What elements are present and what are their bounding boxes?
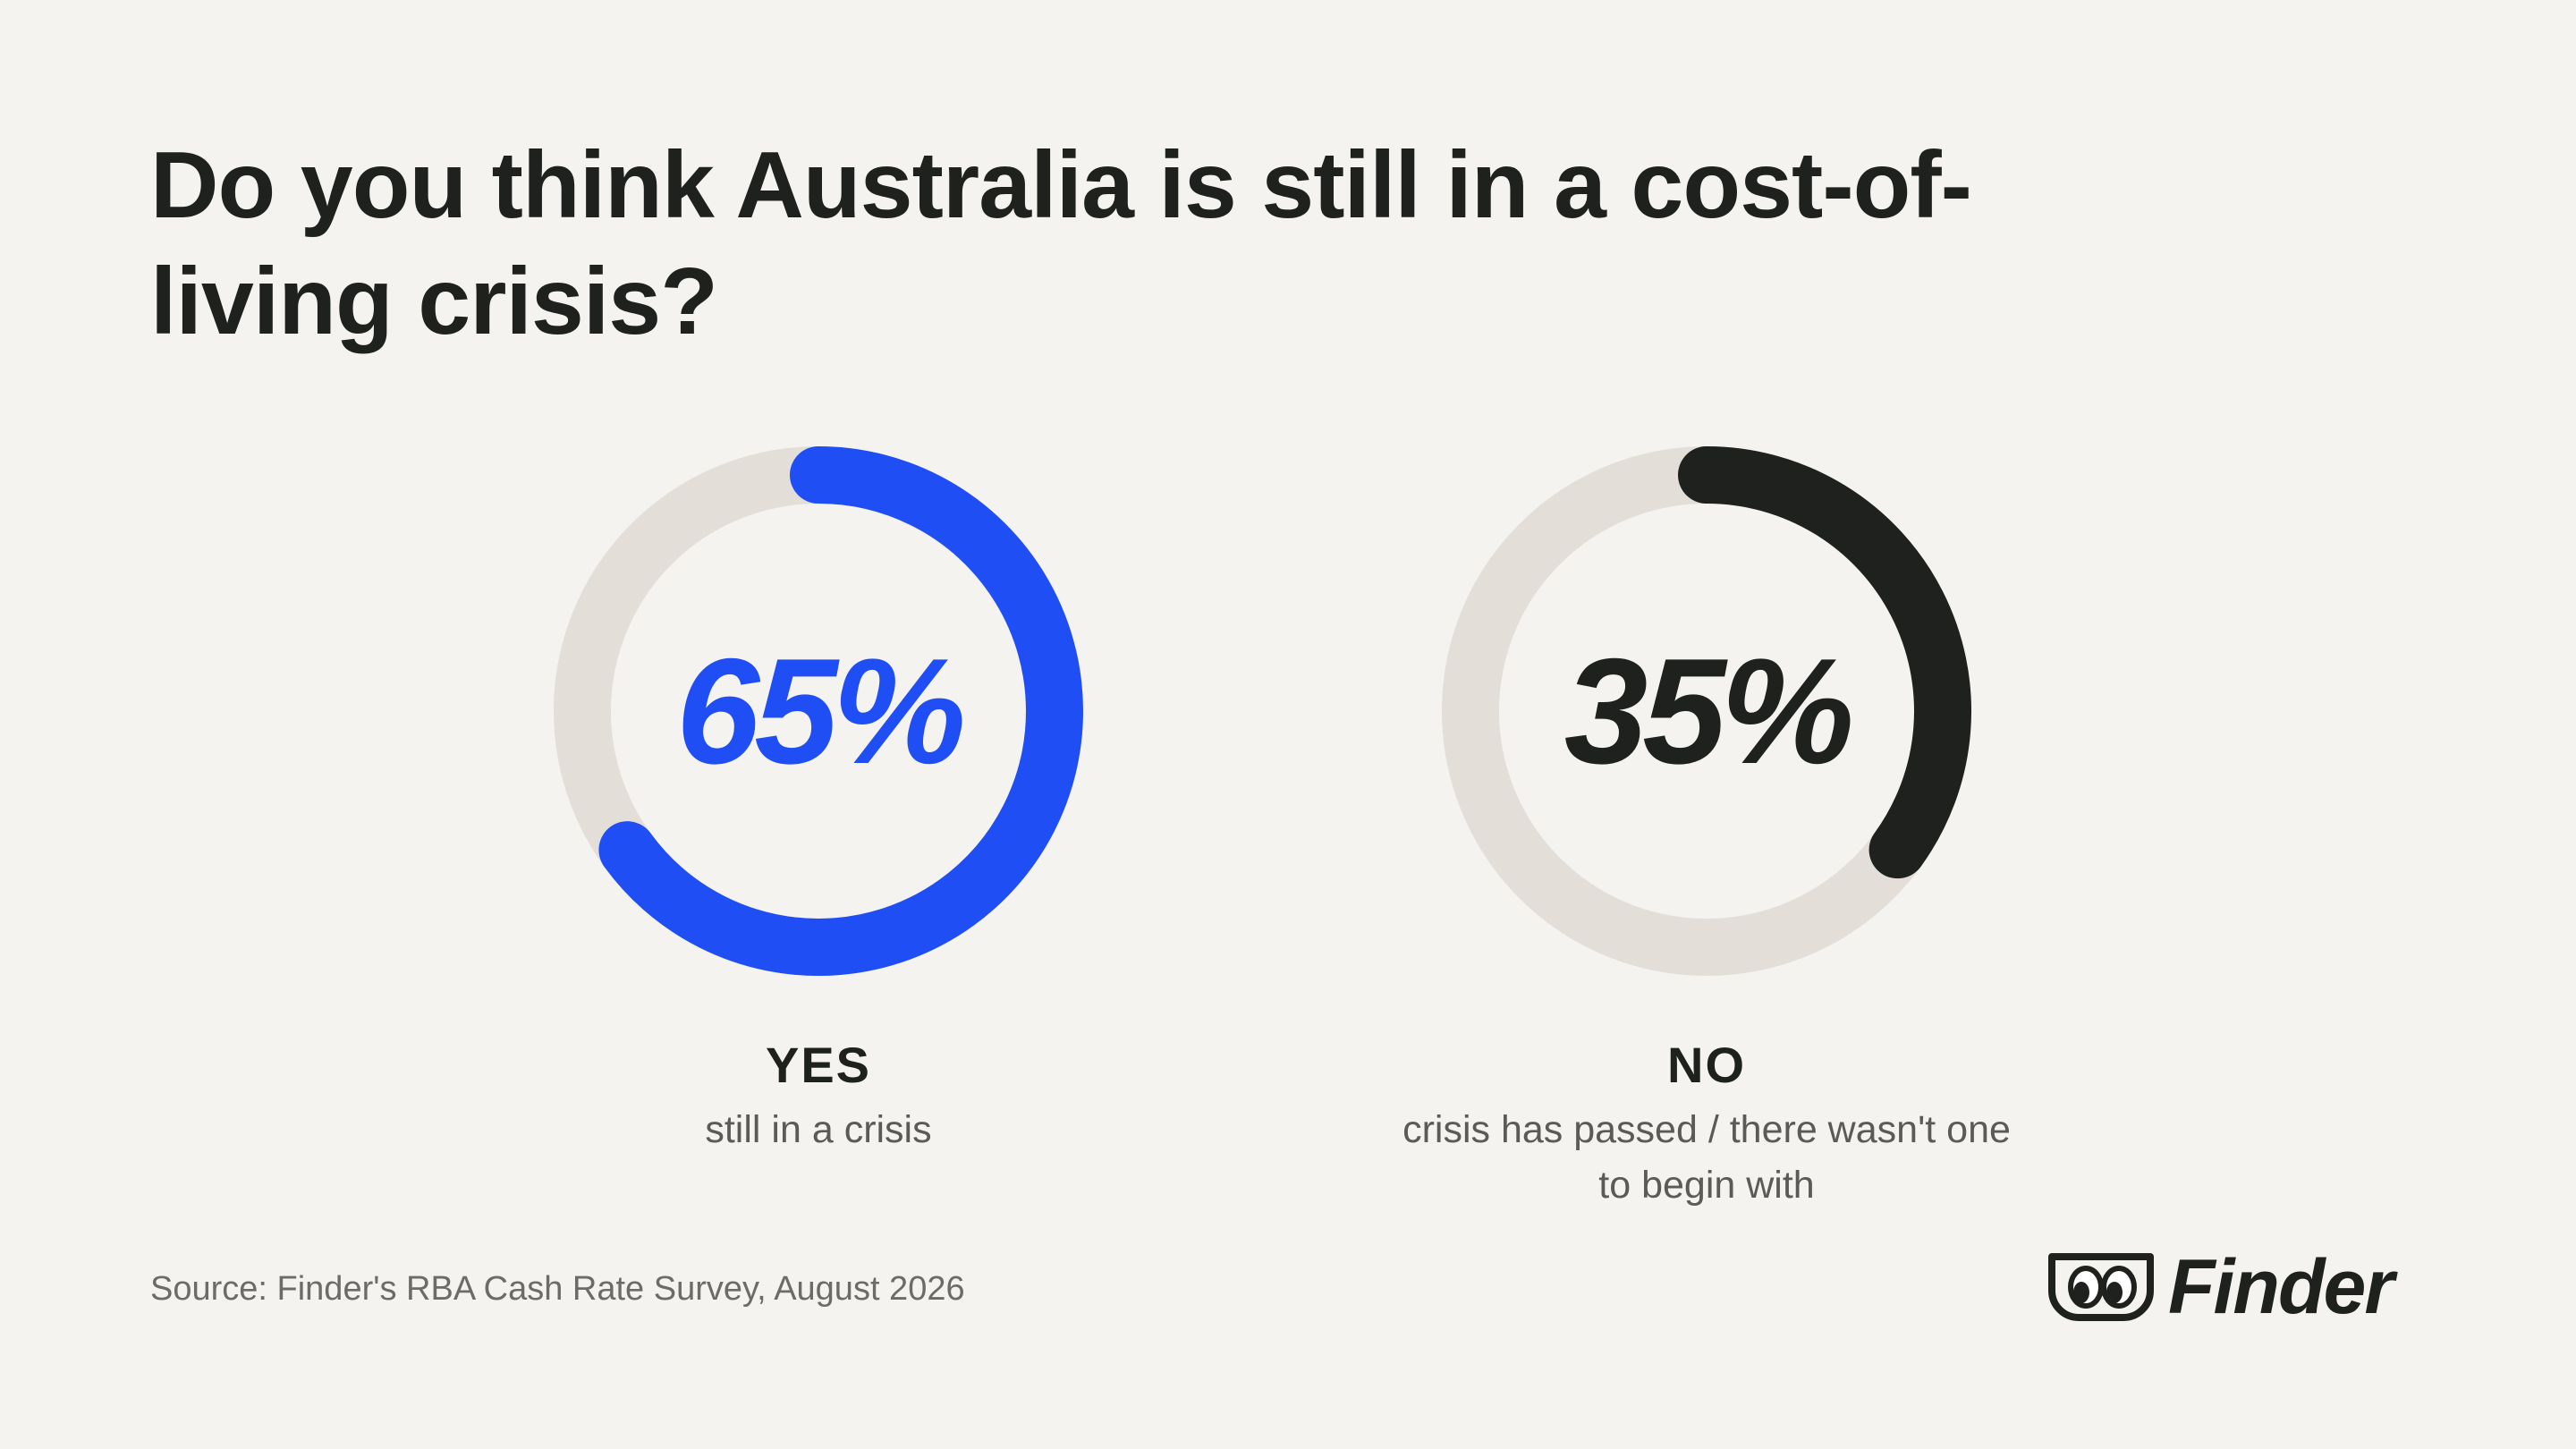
donut-svg-no [1442, 446, 1971, 976]
donut-arc-no [1678, 446, 1971, 879]
donut-chart-yes: 65% [550, 443, 1087, 979]
page-title: Do you think Australia is still in a cos… [150, 132, 1972, 354]
donut-chart-no: 35% [1438, 443, 1975, 979]
percent-value-no: 35% [1563, 626, 1854, 795]
logo-wordmark: Finder [2168, 1243, 2394, 1330]
source-note: Source: Finder's RBA Cash Rate Survey, A… [150, 1270, 965, 1308]
donut-svg-yes [554, 446, 1083, 976]
finder-eyes-icon [2048, 1253, 2154, 1321]
label-no: NO [1667, 1037, 1746, 1093]
donut-arc-yes [598, 446, 1083, 976]
sublabel-yes: still in a crisis [705, 1108, 932, 1151]
sublabel-no: crisis has passed / there wasn't one to … [1402, 1108, 2011, 1207]
percent-value-yes: 65% [675, 626, 966, 795]
legend-no: NO crisis has passed / there wasn't one … [1349, 1034, 2064, 1213]
label-yes: YES [765, 1037, 872, 1093]
finder-logo: Finder [2046, 1244, 2394, 1330]
legend-yes: YES still in a crisis [461, 1034, 1176, 1157]
